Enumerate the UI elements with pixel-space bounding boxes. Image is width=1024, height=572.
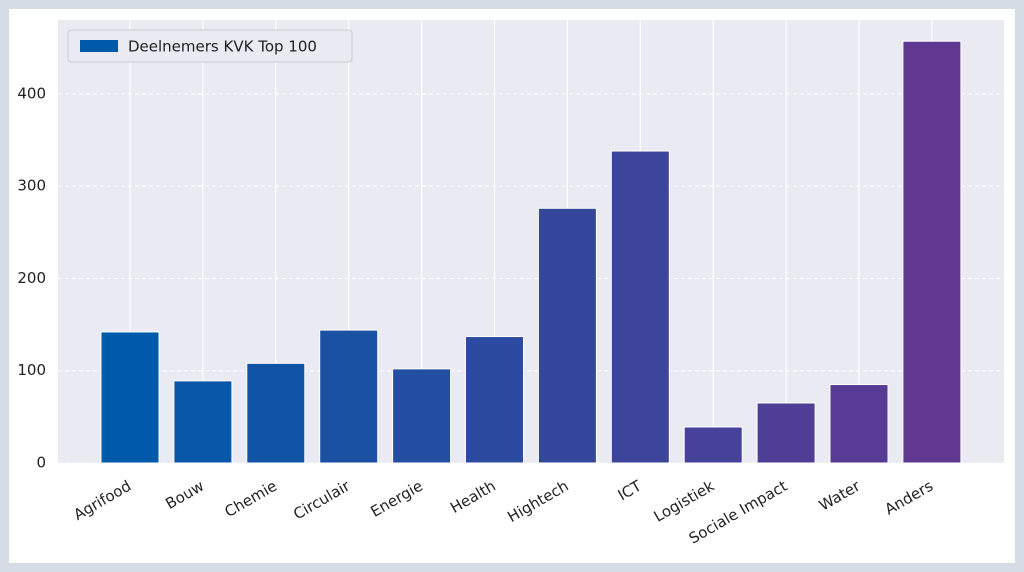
legend-swatch bbox=[80, 40, 118, 52]
x-tick-label: Health bbox=[447, 477, 499, 517]
bar bbox=[537, 207, 597, 464]
x-tick-label: Water bbox=[816, 476, 864, 514]
x-tick-label: Energie bbox=[367, 477, 425, 521]
x-tick-label: Hightech bbox=[504, 477, 571, 526]
bar bbox=[902, 40, 962, 464]
bar bbox=[610, 150, 670, 464]
bar bbox=[756, 402, 816, 464]
bar bbox=[100, 331, 160, 464]
x-tick-label: Circulair bbox=[290, 476, 353, 523]
bar bbox=[829, 384, 889, 464]
y-tick-label: 400 bbox=[17, 84, 46, 102]
y-tick-label: 100 bbox=[17, 361, 46, 379]
y-tick-label: 200 bbox=[17, 269, 46, 287]
legend-label: Deelnemers KVK Top 100 bbox=[128, 38, 317, 56]
bar bbox=[465, 336, 524, 464]
bar bbox=[319, 329, 379, 464]
legend-box bbox=[67, 29, 353, 63]
y-tick-label: 300 bbox=[17, 177, 46, 195]
x-tick-label: Chemie bbox=[221, 477, 280, 521]
x-tick-label: Anders bbox=[882, 477, 937, 519]
bar bbox=[246, 362, 306, 464]
x-tick-label: Agrifood bbox=[70, 477, 134, 524]
y-tick-label: 0 bbox=[36, 454, 46, 472]
x-tick-label: Bouw bbox=[162, 477, 207, 513]
bar bbox=[683, 426, 743, 464]
x-tick-label: ICT bbox=[615, 476, 646, 504]
bar bbox=[173, 380, 233, 464]
bar bbox=[392, 368, 452, 464]
